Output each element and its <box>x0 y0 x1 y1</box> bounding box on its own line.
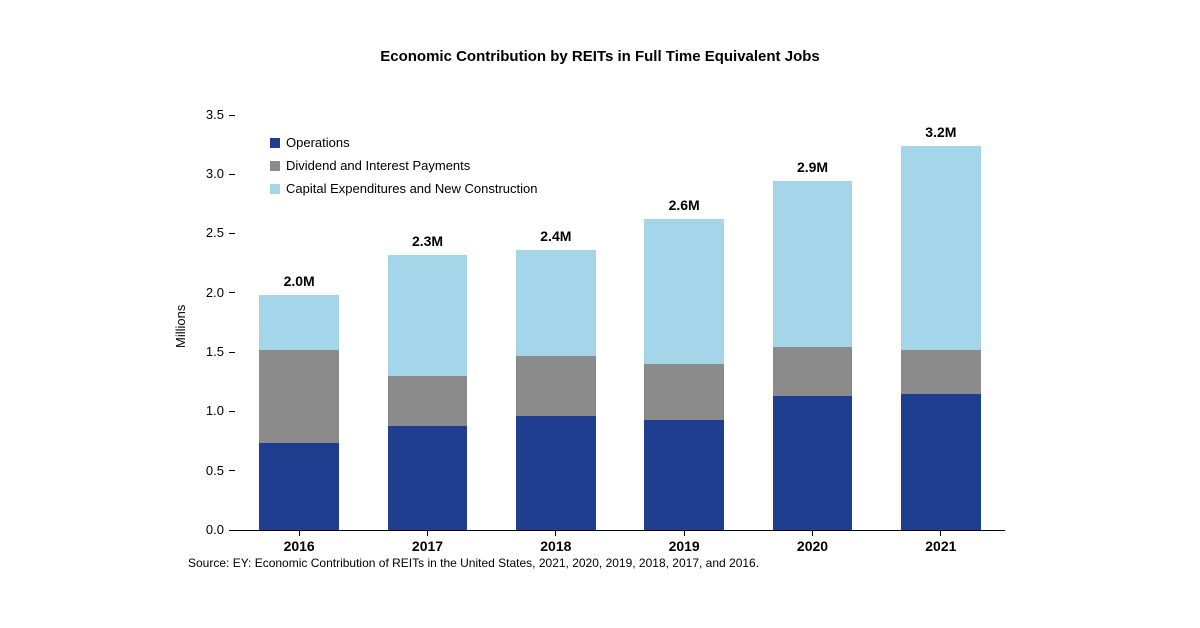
y-tick-label: 3.0 <box>184 166 224 181</box>
y-tick-label: 2.5 <box>184 225 224 240</box>
bar-segment-dividend <box>901 350 981 394</box>
x-tick-label: 2017 <box>412 538 443 554</box>
bar-segment-dividend <box>259 350 339 444</box>
x-tick-label: 2021 <box>925 538 956 554</box>
x-tick-label: 2019 <box>669 538 700 554</box>
x-tick-label: 2018 <box>540 538 571 554</box>
bar-segment-capex <box>901 146 981 350</box>
bar-segment-capex <box>644 219 724 364</box>
bar-segment-capex <box>516 250 596 356</box>
legend-swatch <box>270 184 280 194</box>
bar-segment-capex <box>259 295 339 350</box>
bar-segment-dividend <box>516 356 596 416</box>
y-axis-label: Millions <box>173 304 188 347</box>
y-tick-label: 0.5 <box>184 463 224 478</box>
legend-label: Dividend and Interest Payments <box>286 158 470 173</box>
bar-segment-operations <box>901 394 981 530</box>
x-tick-mark <box>427 530 428 536</box>
bar-segment-operations <box>516 416 596 530</box>
legend-item: Operations <box>270 135 537 150</box>
bar-segment-operations <box>388 426 468 530</box>
y-tick-label: 1.5 <box>184 344 224 359</box>
y-tick-label: 0.0 <box>184 522 224 537</box>
y-tick-label: 2.0 <box>184 285 224 300</box>
legend-label: Operations <box>286 135 350 150</box>
legend-label: Capital Expenditures and New Constructio… <box>286 181 537 196</box>
legend-item: Capital Expenditures and New Constructio… <box>270 181 537 196</box>
bar-segment-capex <box>388 255 468 376</box>
y-tick-mark <box>229 530 235 531</box>
bar-total-label: 3.2M <box>925 124 956 140</box>
x-tick-mark <box>555 530 556 536</box>
x-tick-label: 2020 <box>797 538 828 554</box>
x-tick-mark <box>940 530 941 536</box>
y-tick-mark <box>229 233 235 234</box>
bar-total-label: 2.9M <box>797 159 828 175</box>
bar-segment-operations <box>644 420 724 530</box>
legend: Operations Dividend and Interest Payments… <box>270 135 537 196</box>
bar-segment-capex <box>773 181 853 347</box>
x-tick-mark <box>299 530 300 536</box>
bar-total-label: 2.0M <box>284 273 315 289</box>
bar-segment-operations <box>773 396 853 530</box>
legend-swatch <box>270 138 280 148</box>
x-tick-mark <box>812 530 813 536</box>
y-tick-label: 1.0 <box>184 403 224 418</box>
y-tick-mark <box>229 411 235 412</box>
y-tick-mark <box>229 292 235 293</box>
bar-total-label: 2.4M <box>540 228 571 244</box>
source-note: Source: EY: Economic Contribution of REI… <box>188 556 759 570</box>
x-tick-mark <box>684 530 685 536</box>
bar-segment-dividend <box>773 347 853 396</box>
legend-swatch <box>270 161 280 171</box>
chart-frame: { "chart": { "type": "stacked-bar", "tit… <box>0 0 1200 628</box>
bar-segment-dividend <box>388 376 468 426</box>
x-tick-label: 2016 <box>284 538 315 554</box>
legend-item: Dividend and Interest Payments <box>270 158 537 173</box>
y-tick-mark <box>229 470 235 471</box>
bar-total-label: 2.6M <box>669 197 700 213</box>
y-tick-mark <box>229 115 235 116</box>
y-tick-label: 3.5 <box>184 107 224 122</box>
bar-total-label: 2.3M <box>412 233 443 249</box>
chart-title: Economic Contribution by REITs in Full T… <box>0 48 1200 65</box>
y-tick-mark <box>229 352 235 353</box>
y-tick-mark <box>229 174 235 175</box>
bar-segment-operations <box>259 443 339 530</box>
bar-segment-dividend <box>644 364 724 420</box>
